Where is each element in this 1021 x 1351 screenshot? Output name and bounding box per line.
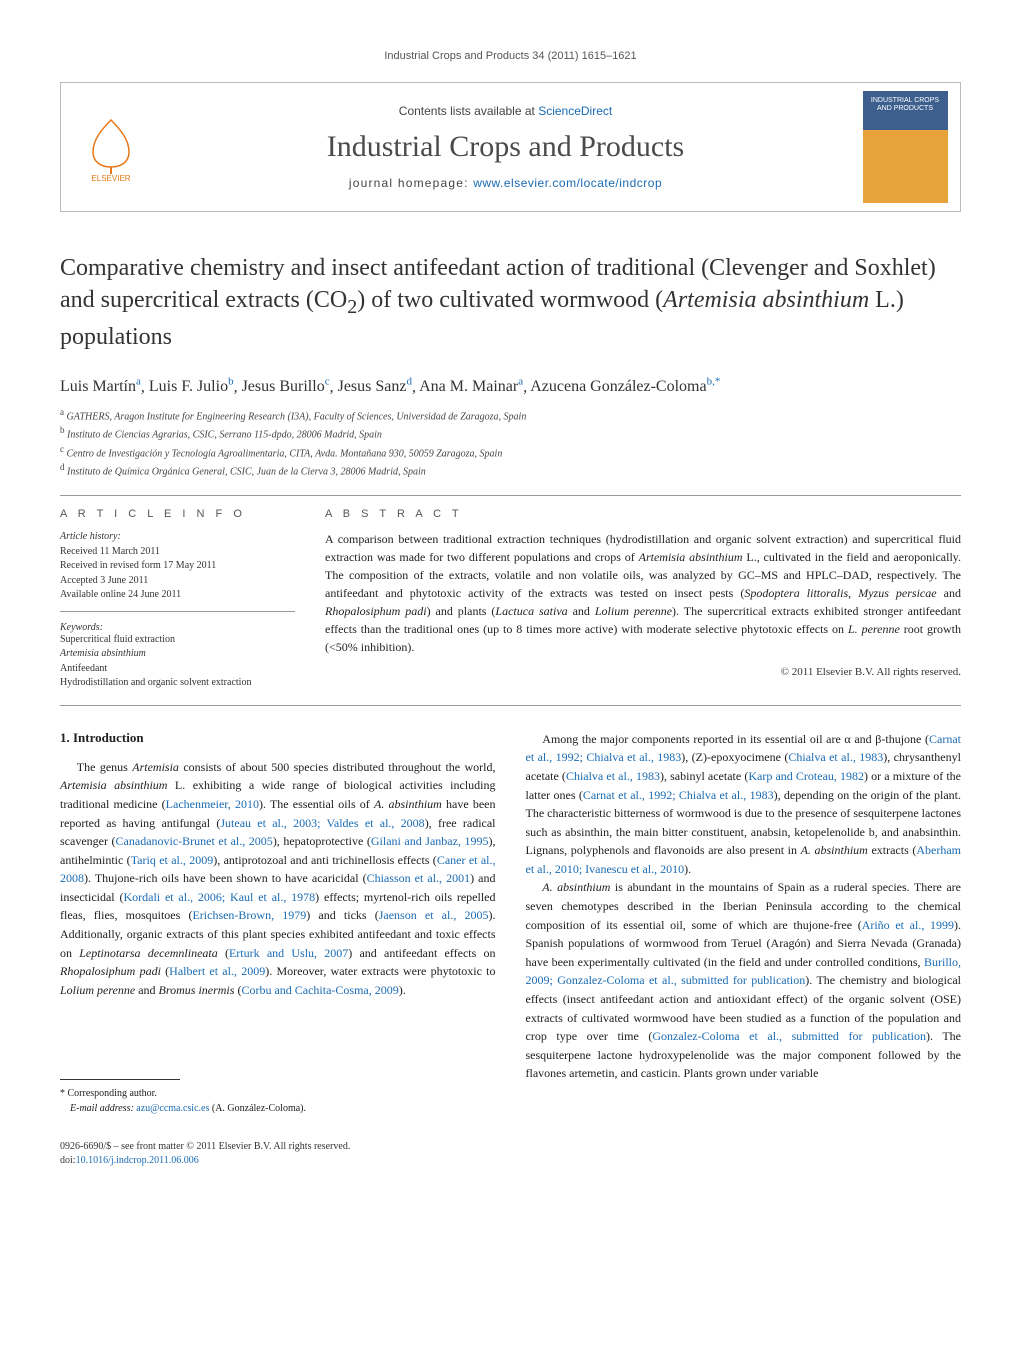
abstract-block: A B S T R A C T A comparison between tra…	[325, 508, 961, 691]
keyword: Artemisia absinthium	[60, 647, 295, 662]
section-divider	[60, 495, 961, 496]
affiliation: d Instituto de Química Orgánica General,…	[60, 461, 961, 479]
history-revised: Received in revised form 17 May 2011	[60, 559, 295, 574]
corresponding-author-note: * Corresponding author.	[60, 1086, 496, 1101]
affiliation: a GATHERS, Aragon Institute for Engineer…	[60, 406, 961, 424]
citation-link[interactable]: Corbu and Cachita-Cosma, 2009	[241, 983, 398, 997]
corresponding-email-link[interactable]: azu@ccma.csic.es	[136, 1103, 209, 1114]
citation-link[interactable]: Jaenson et al., 2005	[379, 908, 489, 922]
abstract-copyright: © 2011 Elsevier B.V. All rights reserved…	[325, 666, 961, 678]
citation-link[interactable]: Lachenmeier, 2010	[166, 797, 259, 811]
author: Luis Martína	[60, 378, 141, 395]
front-matter-line: 0926-6690/$ – see front matter © 2011 El…	[60, 1140, 961, 1154]
body-paragraph: The genus Artemisia consists of about 50…	[60, 758, 496, 1000]
keyword: Antifeedant	[60, 662, 295, 677]
history-online: Available online 24 June 2011	[60, 588, 295, 603]
doi-line: doi:10.1016/j.indcrop.2011.06.006	[60, 1154, 961, 1168]
email-line: E-mail address: azu@ccma.csic.es (A. Gon…	[60, 1101, 496, 1116]
citation-link[interactable]: Karp and Croteau, 1982	[748, 769, 864, 783]
sciencedirect-link[interactable]: ScienceDirect	[538, 104, 612, 118]
citation-link[interactable]: Kordali et al., 2006; Kaul et al., 1978	[123, 890, 315, 904]
body-paragraph: Among the major components reported in i…	[526, 730, 962, 879]
doi-link[interactable]: 10.1016/j.indcrop.2011.06.006	[76, 1155, 199, 1166]
publisher-logo-box: ELSEVIER	[61, 83, 161, 211]
journal-homepage-line: journal homepage: www.elsevier.com/locat…	[349, 176, 662, 190]
elsevier-tree-icon: ELSEVIER	[81, 112, 141, 182]
svg-text:ELSEVIER: ELSEVIER	[91, 174, 130, 182]
title-fragment: ) of two cultivated wormwood (	[357, 287, 663, 313]
body-paragraph: A. absinthium is abundant in the mountai…	[526, 878, 962, 1083]
cover-title-line1: INDUSTRIAL CROPS	[871, 97, 939, 105]
title-subscript: 2	[347, 296, 357, 318]
footnote-divider	[60, 1079, 180, 1080]
right-column: Among the major components reported in i…	[526, 730, 962, 1117]
keyword: Supercritical fluid extraction	[60, 633, 295, 648]
affiliation-list: a GATHERS, Aragon Institute for Engineer…	[60, 406, 961, 479]
cover-title-line2: AND PRODUCTS	[877, 105, 933, 113]
journal-masthead: ELSEVIER Contents lists available at Sci…	[60, 82, 961, 212]
journal-homepage-link[interactable]: www.elsevier.com/locate/indcrop	[473, 176, 662, 190]
article-info-heading: A R T I C L E I N F O	[60, 508, 295, 520]
citation-link[interactable]: Gilani and Janbaz, 1995	[371, 834, 489, 848]
citation-link[interactable]: Canadanovic-Brunet et al., 2005	[116, 834, 273, 848]
history-received: Received 11 March 2011	[60, 545, 295, 560]
history-accepted: Accepted 3 June 2011	[60, 574, 295, 589]
citation-link[interactable]: Carnat et al., 1992; Chialva et al., 198…	[583, 788, 774, 802]
page-footer: 0926-6690/$ – see front matter © 2011 El…	[60, 1140, 961, 1168]
history-label: Article history:	[60, 530, 295, 545]
citation-link[interactable]: Juteau et al., 2003; Valdes et al., 2008	[220, 816, 424, 830]
journal-cover-thumbnail: INDUSTRIAL CROPS AND PRODUCTS	[863, 91, 948, 203]
journal-cover-box: INDUSTRIAL CROPS AND PRODUCTS	[850, 83, 960, 211]
article-title: Comparative chemistry and insect antifee…	[60, 252, 961, 354]
title-italic-species: Artemisia absinthium	[663, 287, 869, 313]
citation-link[interactable]: Chiasson et al., 2001	[367, 871, 471, 885]
section-heading-introduction: 1. Introduction	[60, 730, 496, 746]
keyword: Hydrodistillation and organic solvent ex…	[60, 676, 295, 691]
citation-link[interactable]: Tariq et al., 2009	[131, 853, 214, 867]
citation-link[interactable]: Halbert et al., 2009	[169, 964, 265, 978]
author: Luis F. Juliob	[149, 378, 234, 395]
contents-prefix: Contents lists available at	[399, 104, 538, 118]
author: Ana M. Mainara	[419, 378, 523, 395]
citation-link[interactable]: Erturk and Uslu, 2007	[229, 946, 348, 960]
footnotes: * Corresponding author. E-mail address: …	[60, 1086, 496, 1116]
article-info-block: A R T I C L E I N F O Article history: R…	[60, 508, 295, 691]
citation-link[interactable]: Gonzalez-Coloma et al., submitted for pu…	[652, 1029, 926, 1043]
citation-link[interactable]: Chialva et al., 1983	[566, 769, 660, 783]
abstract-heading: A B S T R A C T	[325, 508, 961, 520]
left-column: 1. Introduction The genus Artemisia cons…	[60, 730, 496, 1117]
citation-link[interactable]: Chialva et al., 1983	[788, 750, 883, 764]
affiliation: b Instituto de Ciencias Agrarias, CSIC, …	[60, 424, 961, 442]
author-list: Luis Martína, Luis F. Juliob, Jesus Buri…	[60, 376, 961, 396]
keywords-label: Keywords:	[60, 622, 295, 633]
contents-available-line: Contents lists available at ScienceDirec…	[399, 104, 612, 118]
citation-link[interactable]: Ariño et al., 1999	[862, 918, 954, 932]
affiliation: c Centro de Investigación y Tecnología A…	[60, 443, 961, 461]
homepage-prefix: journal homepage:	[349, 176, 473, 190]
section-divider	[60, 705, 961, 706]
abstract-text: A comparison between traditional extract…	[325, 530, 961, 656]
body-two-column: 1. Introduction The genus Artemisia cons…	[60, 730, 961, 1117]
citation-link[interactable]: Erichsen-Brown, 1979	[192, 908, 306, 922]
author: Jesus Burilloc	[242, 378, 330, 395]
author: Jesus Sanzd	[338, 378, 412, 395]
running-header: Industrial Crops and Products 34 (2011) …	[60, 50, 961, 62]
author: Azucena González-Colomab,*	[530, 378, 720, 395]
journal-name: Industrial Crops and Products	[327, 130, 684, 164]
